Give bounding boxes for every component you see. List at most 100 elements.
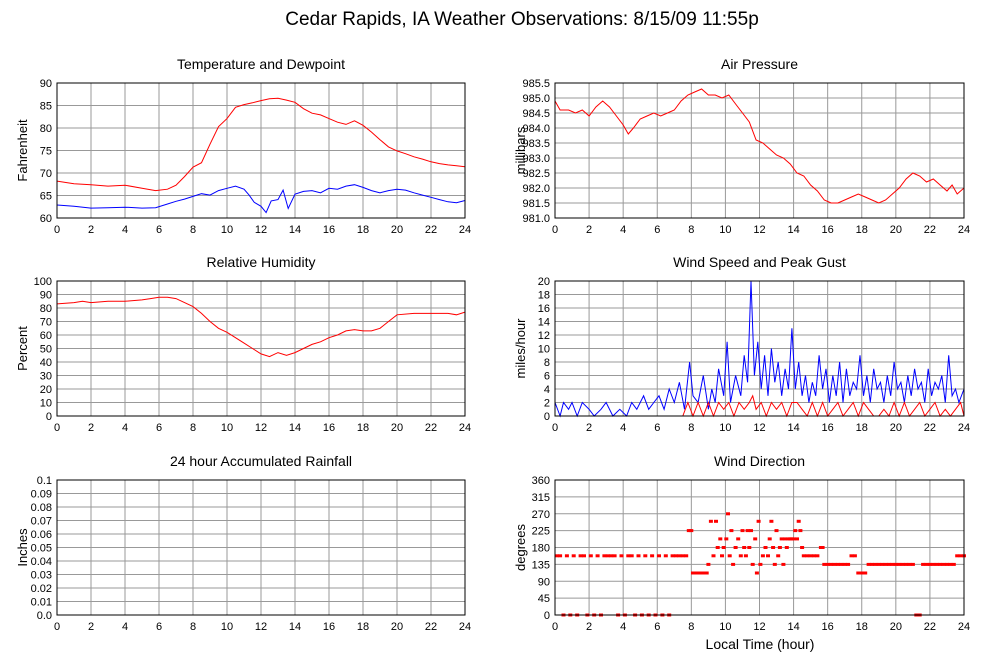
direction-point [697, 571, 702, 575]
direction-point [870, 562, 874, 566]
rain-xtick-label: 8 [190, 621, 196, 633]
direction-xtick-label: 24 [958, 621, 970, 633]
temp-xtick-label: 12 [255, 224, 267, 236]
direction-point [749, 529, 753, 533]
direction-xtick-label: 8 [688, 621, 694, 633]
temp-xtick-label: 20 [391, 224, 403, 236]
direction-point [863, 571, 868, 575]
direction-point [704, 571, 709, 575]
pressure-ytick-label: 984.5 [522, 108, 550, 120]
direction-point [784, 546, 789, 549]
direction-point [945, 562, 949, 566]
direction-point [938, 562, 943, 566]
direction-point [724, 537, 729, 541]
direction-point [750, 562, 755, 566]
rain-xtick-label: 20 [391, 621, 403, 633]
direction-point [766, 554, 770, 558]
humidity-xtick-label: 14 [289, 422, 301, 434]
rain-ytick-label: 0.06 [31, 529, 52, 541]
direction-point [873, 562, 878, 566]
temp-xtick-label: 10 [221, 224, 233, 236]
humidity-plot-frame [56, 280, 466, 417]
direction-ytick-label: 225 [532, 526, 550, 538]
humidity-xtick-label: 24 [459, 422, 471, 434]
pressure-ytick-label: 985.5 [522, 78, 550, 90]
direction-point [629, 554, 634, 558]
direction-point [554, 554, 559, 558]
humidity-xtick-label: 0 [54, 422, 60, 434]
wind-ytick-label: 18 [538, 290, 550, 302]
humidity-xtick-label: 18 [357, 422, 369, 434]
rain-ytick-label: 0.03 [31, 570, 52, 582]
direction-point [643, 554, 648, 558]
rain-xtick-label: 18 [357, 621, 369, 633]
direction-point [890, 562, 895, 566]
wind-xtick-label: 8 [688, 422, 694, 434]
direction-point [955, 554, 960, 558]
pressure-ytick-label: 983.0 [522, 153, 550, 165]
temp-ytick-label: 70 [40, 168, 52, 180]
rain-xtick-label: 6 [156, 621, 162, 633]
direction-point [876, 562, 881, 566]
pressure-xtick-label: 8 [688, 224, 694, 236]
direction-point [674, 554, 678, 558]
humidity-ytick-label: 10 [40, 398, 52, 410]
wind-xtick-label: 20 [890, 422, 902, 434]
direction-point [883, 562, 888, 566]
temp-xtick-label: 16 [323, 224, 335, 236]
wind-ytick-label: 14 [538, 317, 550, 329]
direction-point [958, 554, 963, 558]
direction-point [820, 546, 825, 549]
direction-point [897, 562, 902, 566]
direction-point [921, 562, 926, 566]
pressure-ytick-label: 984.0 [522, 123, 550, 135]
pressure-xtick-label: 22 [924, 224, 936, 236]
temp-grid [57, 83, 465, 218]
direction-point [670, 554, 675, 558]
direction-point [727, 554, 732, 558]
direction-point [612, 554, 617, 558]
direction-point [842, 562, 847, 566]
direction-point [619, 554, 624, 558]
direction-point [779, 537, 784, 541]
humidity-xtick-label: 4 [122, 422, 128, 434]
direction-point [657, 554, 661, 558]
direction-point [783, 537, 788, 541]
humidity-xtick-label: 6 [156, 422, 162, 434]
wind-xtick-label: 24 [958, 422, 970, 434]
pressure-xtick-label: 16 [822, 224, 834, 236]
pressure-xtick-label: 18 [856, 224, 868, 236]
direction-point [846, 562, 851, 566]
wind-xtick-label: 10 [719, 422, 731, 434]
pressure-xtick-label: 12 [753, 224, 765, 236]
direction-point [815, 554, 820, 558]
direction-ytick-label: 45 [538, 593, 550, 605]
humidity-series-0-line [56, 296, 466, 358]
temp-xtick-label: 22 [425, 224, 437, 236]
direction-point [822, 562, 827, 566]
wind-grid [555, 281, 964, 416]
direction-point [934, 562, 939, 566]
temp-ytick-label: 60 [40, 213, 52, 225]
temp-ytick-label: 65 [40, 191, 52, 203]
direction-point [754, 571, 759, 575]
temp-xtick-label: 8 [190, 224, 196, 236]
direction-point [951, 562, 956, 566]
pressure-title: Air Pressure [721, 56, 798, 72]
direction-point [740, 529, 745, 533]
direction-xtick-label: 0 [552, 621, 558, 633]
pressure-xtick-label: 2 [586, 224, 592, 236]
direction-ytick-label: 135 [532, 559, 550, 571]
wind-ytick-label: 12 [538, 330, 550, 342]
direction-point [691, 571, 695, 575]
wind-xtick-label: 12 [753, 422, 765, 434]
direction-point [893, 562, 898, 566]
rain-xtick-label: 24 [459, 621, 471, 633]
rain-xtick-label: 14 [289, 621, 301, 633]
temp-xtick-label: 24 [459, 224, 471, 236]
direction-ytick-label: 270 [532, 509, 550, 521]
humidity-ytick-label: 50 [40, 344, 52, 356]
direction-point [677, 554, 682, 558]
humidity-xtick-label: 8 [190, 422, 196, 434]
